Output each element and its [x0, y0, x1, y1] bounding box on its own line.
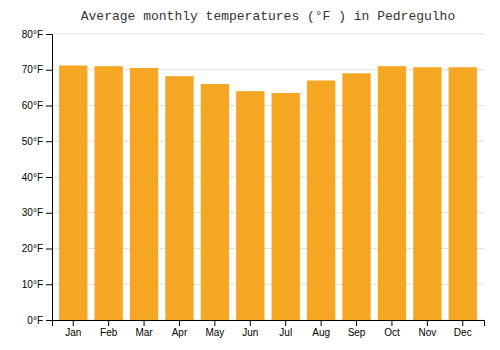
y-tick-mark: [46, 106, 52, 107]
y-tick-label: 80°F: [22, 29, 43, 40]
y-tick-mark: [46, 141, 52, 142]
y-tick-mark: [46, 320, 52, 321]
x-tick: Mar: [135, 320, 153, 338]
x-tick: Jul: [279, 320, 292, 338]
x-tick: Feb: [100, 320, 118, 338]
x-tick-label: Nov: [418, 327, 436, 338]
bar: [449, 67, 477, 320]
y-tick-mark: [46, 70, 52, 71]
bar: [236, 91, 264, 320]
x-tick: May: [205, 320, 224, 338]
y-tick-mark: [46, 34, 52, 35]
x-tick-mark: [250, 320, 251, 326]
x-tick-label: Dec: [454, 327, 472, 338]
x-tick-label: Jun: [242, 327, 258, 338]
bar: [342, 73, 370, 320]
x-tick-mark: [391, 320, 392, 326]
y-tick-mark: [46, 249, 52, 250]
bar: [201, 84, 229, 320]
y-tick-label: 40°F: [22, 172, 43, 183]
x-tick: Dec: [454, 320, 472, 338]
x-tick: Nov: [418, 320, 436, 338]
x-tick-mark: [144, 320, 145, 326]
x-tick: Oct: [384, 320, 400, 338]
y-tick: 10°F: [22, 279, 52, 290]
x-tick-label: Apr: [172, 327, 188, 338]
y-axis-line: [46, 35, 53, 321]
bar: [59, 65, 87, 320]
x-tick: Sep: [348, 320, 366, 338]
bar: [165, 76, 193, 320]
y-tick-label: 10°F: [22, 279, 43, 290]
x-tick-label: Mar: [135, 327, 153, 338]
y-tick: 20°F: [22, 243, 52, 254]
bar: [94, 66, 122, 320]
plot-area: Jan Feb Mar Apr May Jun Jul Aug Sep Oct Nov Dec 0°F 1…: [22, 29, 485, 338]
y-tick: 70°F: [22, 64, 52, 75]
bars: [59, 65, 477, 320]
x-tick-label: Jul: [279, 327, 292, 338]
bar: [130, 68, 158, 320]
y-tick-mark: [46, 284, 52, 285]
x-tick-mark: [214, 320, 215, 326]
x-tick-mark: [462, 320, 463, 326]
bar: [378, 66, 406, 320]
x-tick-mark: [427, 320, 428, 326]
x-tick-label: Aug: [312, 327, 330, 338]
x-tick-mark: [285, 320, 286, 326]
y-tick: 50°F: [22, 136, 52, 147]
y-tick-label: 70°F: [22, 64, 43, 75]
bar: [413, 67, 441, 320]
y-tick-label: 30°F: [22, 207, 43, 218]
x-tick-label: May: [205, 327, 224, 338]
x-tick-mark: [73, 320, 74, 326]
y-tick-label: 20°F: [22, 243, 43, 254]
y-tick: 80°F: [22, 29, 52, 40]
x-tick: Jun: [242, 320, 258, 338]
y-tick: 60°F: [22, 100, 52, 111]
y-tick: 30°F: [22, 207, 52, 218]
y-tick-mark: [46, 177, 52, 178]
bar: [307, 80, 335, 320]
x-axis: Jan Feb Mar Apr May Jun Jul Aug Sep Oct Nov Dec: [53, 320, 485, 338]
y-tick-label: 60°F: [22, 100, 43, 111]
x-axis-line: [53, 321, 485, 327]
grid: [52, 34, 484, 320]
x-tick-mark: [179, 320, 180, 326]
y-tick-label: 50°F: [22, 136, 43, 147]
x-tick-label: Oct: [384, 327, 400, 338]
y-tick: 40°F: [22, 172, 52, 183]
y-tick-mark: [46, 213, 52, 214]
x-tick-mark: [356, 320, 357, 326]
y-tick: 0°F: [27, 315, 52, 326]
x-tick-mark: [108, 320, 109, 326]
x-tick: Aug: [312, 320, 330, 338]
x-tick-label: Feb: [100, 327, 118, 338]
x-tick-mark: [321, 320, 322, 326]
x-tick: Apr: [172, 320, 188, 338]
y-axis: 0°F 10°F 20°F 30°F 40°F 50°F 60°F 70°F 80°F: [22, 29, 53, 326]
y-tick-label: 0°F: [27, 315, 43, 326]
bar: [272, 93, 300, 320]
x-tick: Jan: [65, 320, 81, 338]
grid-line: [52, 34, 484, 35]
x-tick-label: Sep: [348, 327, 366, 338]
title: Average monthly temperatures (°F ) in Pe…: [81, 9, 455, 24]
x-tick-label: Jan: [65, 327, 81, 338]
chart: Jan Feb Mar Apr May Jun Jul Aug Sep Oct Nov Dec 0°F 1…: [0, 0, 500, 350]
